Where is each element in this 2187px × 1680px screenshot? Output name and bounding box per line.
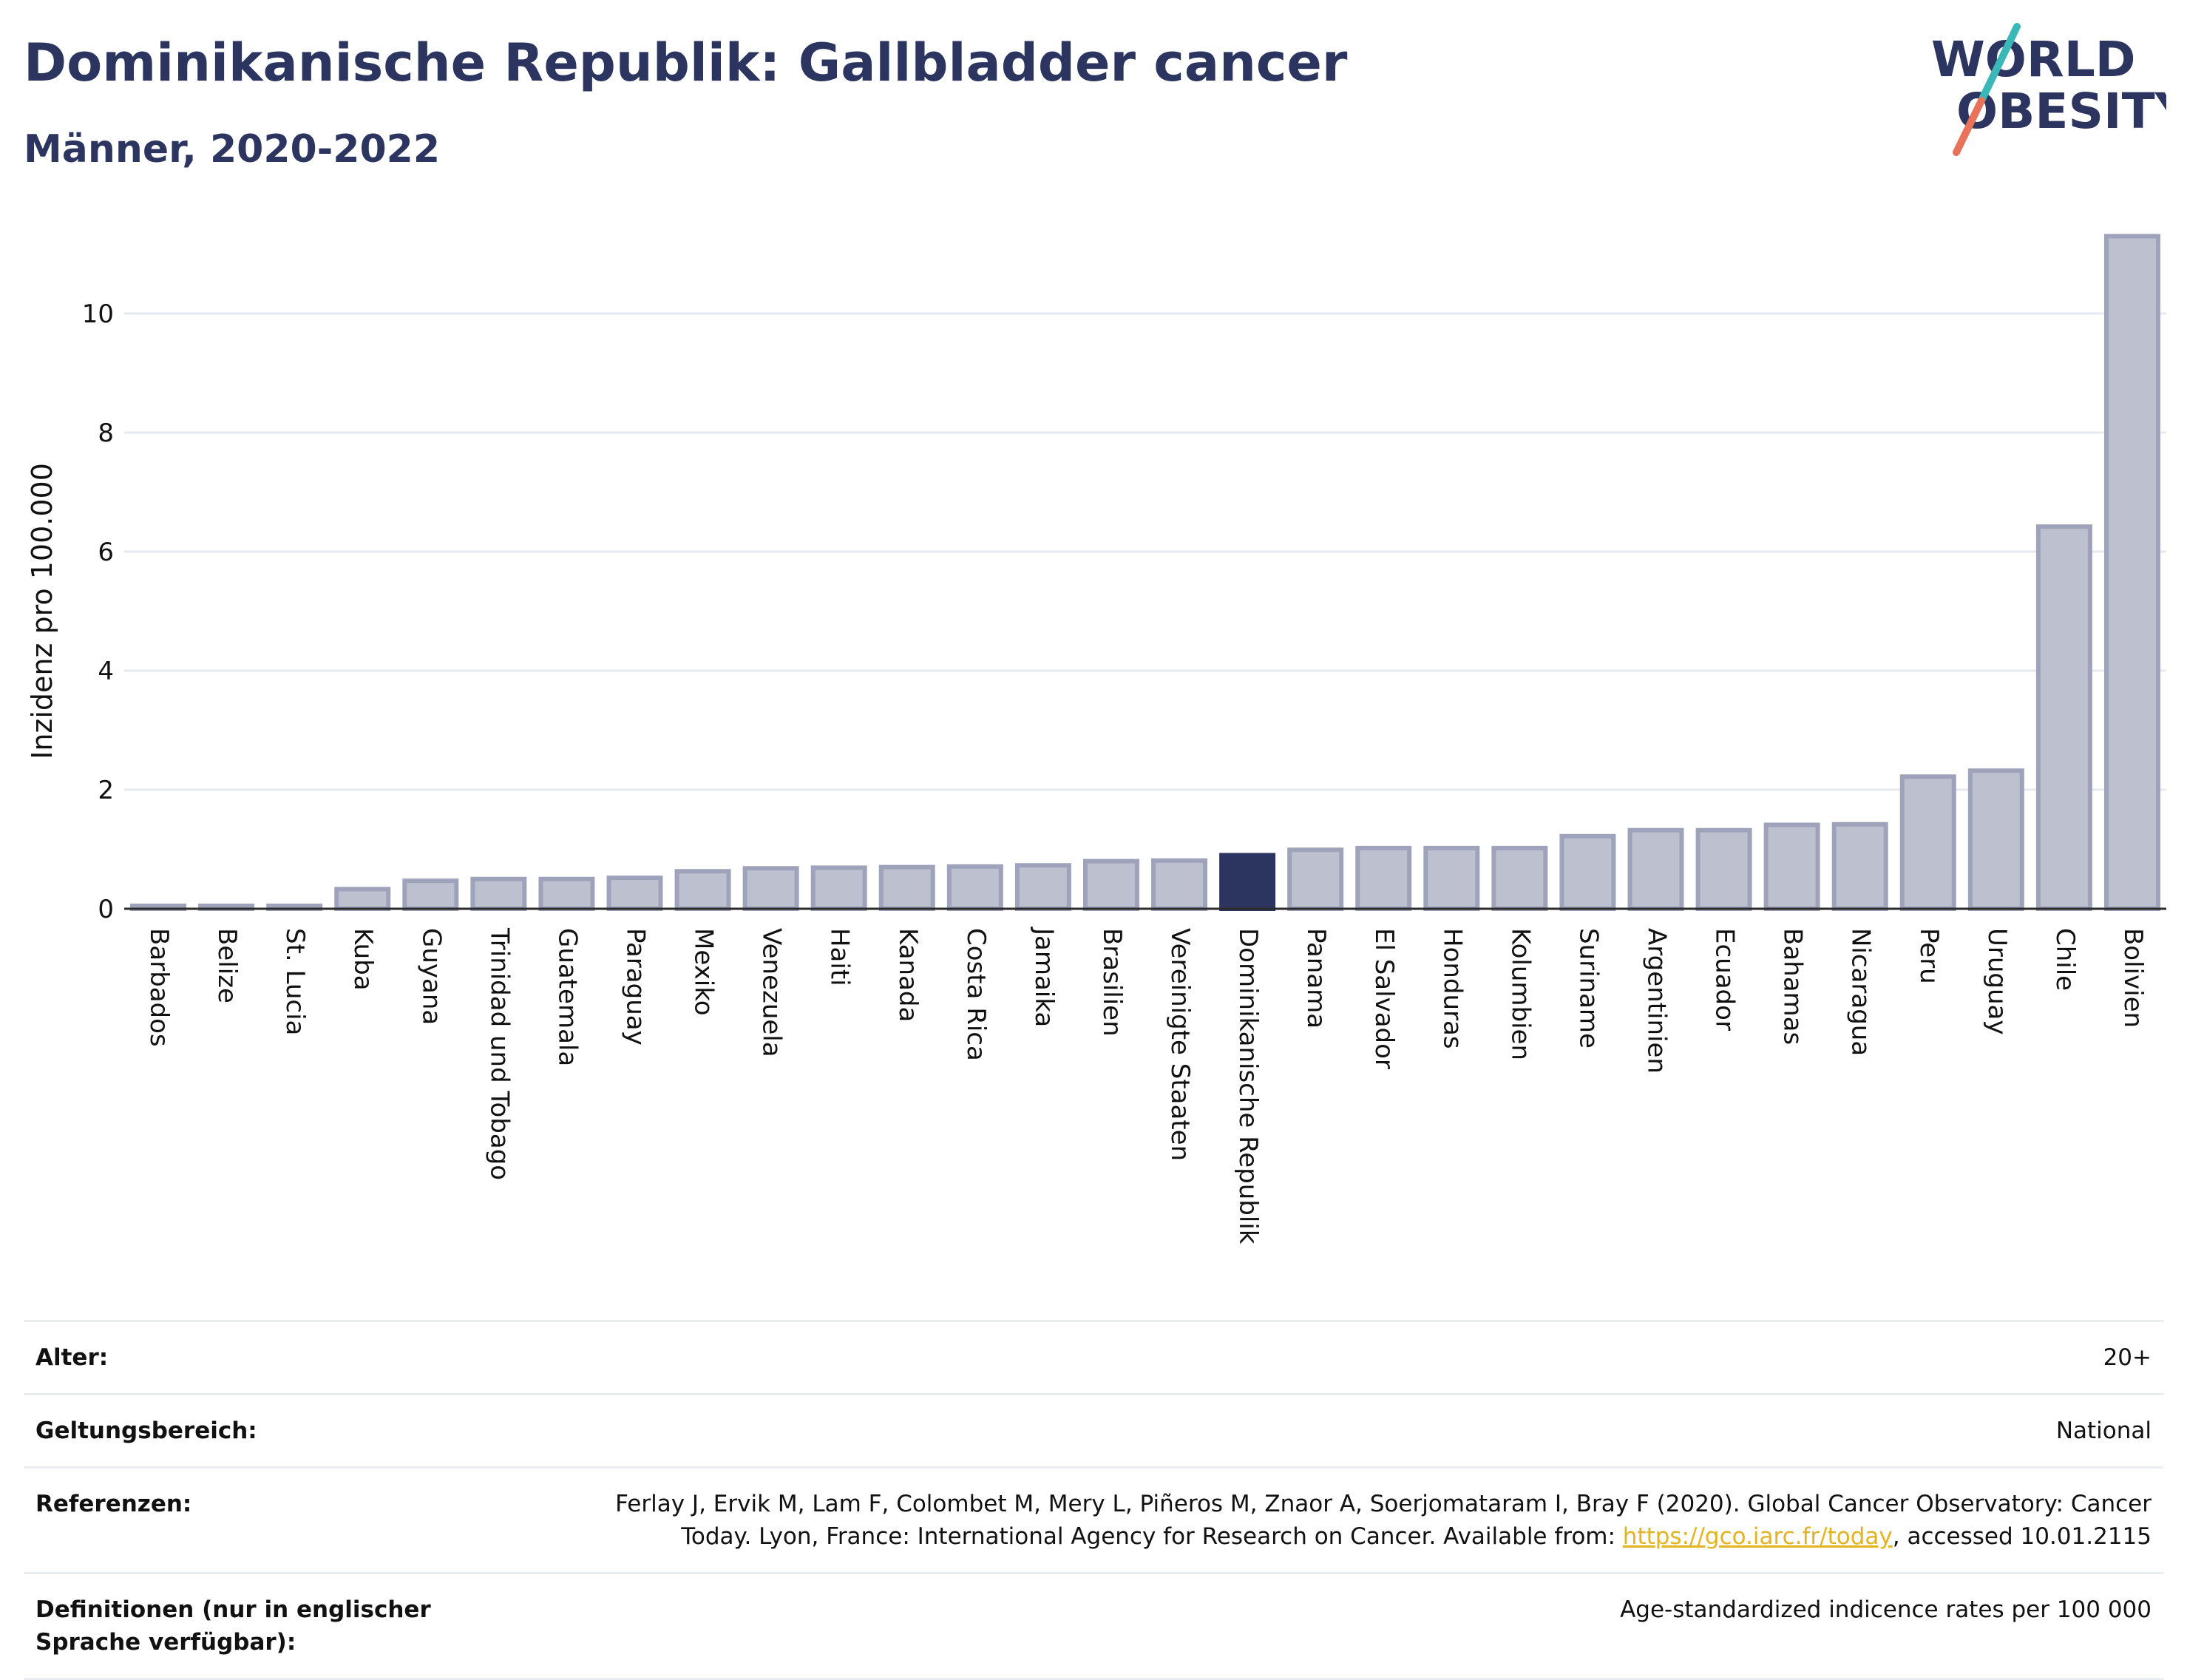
x-category-label: Dominikanische Republik [1233,928,1263,1244]
x-category-label: St. Lucia [280,928,310,1035]
logo-line2: OBESITY [1956,83,2166,140]
bar [742,866,799,912]
x-category-label: Bolivien [2118,928,2148,1028]
world-obesity-logo: WORLD OBESITY [1931,23,2166,156]
bar [2103,234,2160,912]
x-category-label: El Salvador [1369,928,1399,1069]
y-tick-label: 2 [98,776,114,805]
bar [470,876,527,911]
bar [1287,847,1344,912]
ref-text-1: Ferlay J, Ervik M, Lam F, Colombet M, Me… [615,1491,2152,1550]
bar [1695,827,1752,911]
x-category-label: Bahamas [1778,928,1808,1045]
bar [1491,845,1548,912]
x-category-label: Guyana [416,928,446,1025]
x-category-label: Guatemala [552,928,582,1066]
bar [1014,863,1071,911]
meta-scope-value: National [2055,1418,2152,1444]
y-tick-label: 0 [98,895,114,924]
x-category-label: Chile [2050,928,2080,991]
x-category-label: Venezuela [757,928,787,1057]
meta-scope-label: Geltungsbereich: [35,1418,257,1444]
bar [1831,822,1888,911]
bar [606,875,663,912]
bar [1423,845,1480,912]
bar [946,864,1003,911]
meta-ref-value: Ferlay J, Ervik M, Lam F, Colombet M, Me… [562,1488,2152,1553]
logo-slash-teal [1978,23,2021,104]
logo-line1: WORLD [1931,31,2136,88]
meta-row-age: Alter: 20+ [24,1320,2163,1393]
y-tick-label: 10 [82,299,114,329]
bar [402,878,459,912]
page-subtitle: Männer, 2020-2022 [24,127,441,172]
bar [1082,858,1139,911]
x-category-label: Costa Rica [961,928,991,1061]
bar [810,865,867,911]
x-category-label: Haiti [825,928,855,986]
x-category-label: Kolumbien [1505,928,1535,1060]
x-category-label: Vereinigte Staaten [1165,928,1195,1161]
x-category-label: Argentinien [1642,928,1672,1074]
bar [1627,827,1684,911]
x-category-label: Nicaragua [1846,928,1876,1056]
bar [1967,768,2024,911]
x-category-label: Peru [1914,928,1944,984]
page-title: Dominikanische Republik: Gallbladder can… [24,33,1348,93]
ref-link[interactable]: https://gco.iarc.fr/today [1622,1523,1893,1550]
x-category-label: Suriname [1573,928,1603,1049]
meta-row-references: Referenzen: Ferlay J, Ervik M, Lam F, Co… [24,1466,2163,1572]
x-category-label: Belize [212,928,242,1003]
x-category-label: Honduras [1437,928,1467,1049]
x-category-label: Kuba [348,928,378,991]
x-category-label: Ecuador [1710,928,1740,1031]
bar [1219,853,1276,912]
bar [334,887,391,912]
bar [878,864,935,912]
meta-def-value: Age-standardized indicence rates per 100… [1620,1596,2152,1623]
meta-age-value: 20+ [2103,1344,2152,1371]
x-category-label: Mexiko [689,928,719,1016]
x-category-label: Jamaika [1029,927,1059,1027]
bar [538,876,595,911]
y-tick-label: 6 [98,538,114,567]
bar [2035,524,2092,911]
x-category-label: Kanada [893,928,923,1022]
bar [1763,822,1820,911]
x-category-label: Brasilien [1097,928,1127,1037]
x-category-label: Trinidad und Tobago [484,927,514,1180]
meta-ref-label: Referenzen: [35,1491,192,1517]
bar [1559,833,1616,912]
x-category-label: Barbados [144,928,174,1047]
y-tick-label: 4 [98,657,114,686]
bar [1355,845,1412,912]
bar [1151,858,1208,912]
ref-text-2: , accessed 10.01.2115 [1892,1523,2152,1550]
bar [1899,774,1956,912]
y-axis-title: Inzidenz pro 100.000 [26,463,58,759]
metadata-table: Alter: 20+ Geltungsbereich: National Ref… [24,1320,2163,1680]
x-category-label: Uruguay [1982,928,2012,1035]
meta-row-scope: Geltungsbereich: National [24,1393,2163,1466]
logo-slash-coral [1953,97,1985,156]
x-category-label: Panama [1301,928,1331,1029]
x-category-label: Paraguay [621,928,651,1046]
meta-age-label: Alter: [35,1344,109,1371]
meta-def-label: Definitionen (nur in englischer Sprache … [35,1596,431,1656]
bar [674,869,731,912]
y-tick-label: 8 [98,419,114,448]
bar-chart: 0 2 4 6 8 10 Inzidenz pro 100.000 Barbados Beliz… [26,234,2166,1244]
meta-row-definitions: Definitionen (nur in englischer Sprache … [24,1572,2163,1680]
